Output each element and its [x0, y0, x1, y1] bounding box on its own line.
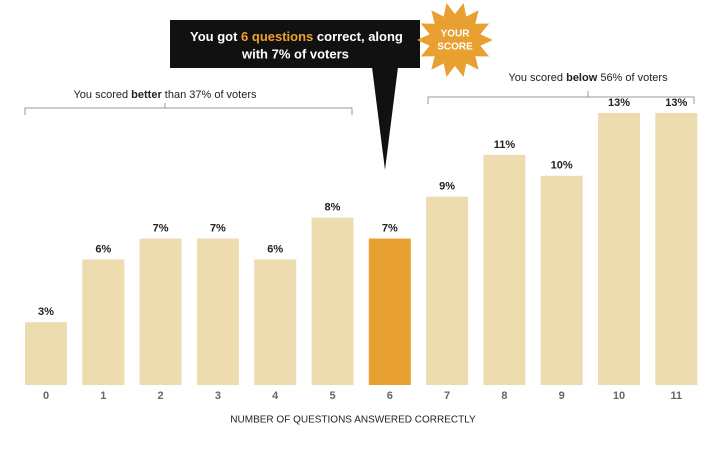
x-tick-label: 1 [100, 390, 106, 402]
x-tick-label: 11 [670, 390, 682, 402]
value-label: 3% [38, 306, 54, 318]
value-label: 7% [210, 222, 226, 234]
badge-text: SCORE [437, 42, 473, 53]
value-label: 13% [665, 97, 687, 109]
bar [540, 175, 583, 385]
x-tick-label: 2 [158, 390, 164, 402]
x-tick-label: 3 [215, 390, 221, 402]
value-label: 7% [153, 222, 169, 234]
bar [196, 238, 239, 385]
text: below [566, 72, 598, 84]
bar [483, 154, 526, 385]
x-tick-label: 5 [329, 390, 335, 402]
text: 6 questions [241, 29, 313, 44]
x-tick-label: 0 [43, 390, 49, 402]
value-label: 6% [95, 243, 111, 255]
text: than 37% of voters [162, 89, 257, 101]
value-label: 6% [267, 243, 283, 255]
callout-line-1: You got 6 questions correct, along [190, 29, 403, 44]
text: correct, along [313, 29, 403, 44]
value-label: 9% [439, 181, 455, 193]
bar [254, 259, 297, 385]
annotation-left: You scored better than 37% of voters [73, 89, 257, 101]
starburst [417, 3, 493, 77]
bar [311, 217, 354, 385]
x-tick-label: 6 [387, 390, 393, 402]
bar [82, 259, 125, 385]
callout-box [170, 20, 420, 68]
value-label: 11% [494, 139, 516, 151]
x-tick-label: 7 [444, 390, 450, 402]
bracket-left [24, 103, 353, 115]
text: You scored [73, 89, 131, 101]
text: You scored [508, 72, 566, 84]
value-label: 7% [382, 222, 398, 234]
bar [139, 238, 182, 385]
bar [368, 238, 411, 385]
bar [598, 113, 640, 385]
x-tick-label: 10 [613, 390, 625, 402]
text: You got [190, 29, 241, 44]
bracket-right [427, 91, 695, 104]
bar [655, 113, 698, 385]
bar [25, 322, 67, 385]
value-label: 8% [325, 202, 341, 214]
x-tick-label: 9 [559, 390, 565, 402]
x-tick-label: 4 [272, 390, 279, 402]
x-tick-label: 8 [501, 390, 507, 402]
text: better [131, 89, 162, 101]
value-label: 13% [608, 97, 630, 109]
callout-pointer [372, 67, 398, 170]
bar [426, 196, 469, 385]
annotation-right: You scored below 56% of voters [508, 72, 668, 84]
value-label: 10% [551, 160, 573, 172]
text: 56% of voters [597, 72, 668, 84]
callout-line-2: with 7% of voters [241, 46, 349, 61]
badge-text: YOUR [441, 29, 471, 40]
x-axis-label: NUMBER OF QUESTIONS ANSWERED CORRECTLY [230, 415, 476, 426]
